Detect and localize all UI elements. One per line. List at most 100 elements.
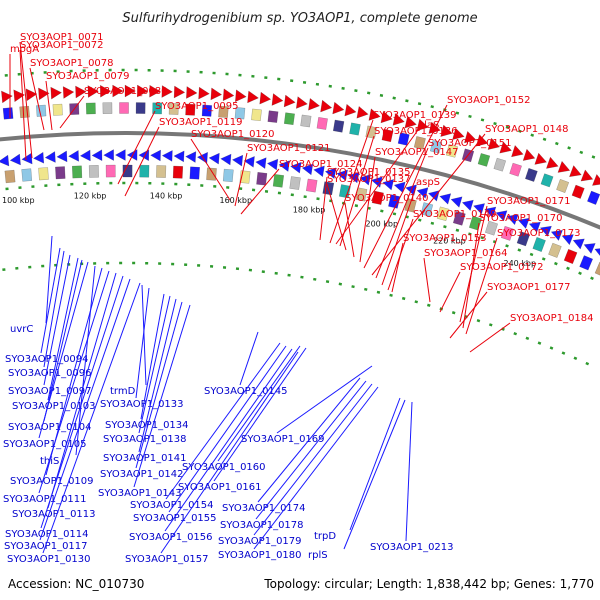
reverse-block-track-gene-13 — [189, 166, 200, 180]
reverse-arrow-track-gene-24 — [255, 157, 267, 169]
forward-gene-label: SYO3AOP1_0119 — [159, 117, 243, 128]
reverse-arrow-track-gene-46 — [506, 214, 519, 225]
forward-arrow-track-gene-18 — [210, 87, 222, 101]
forward-block-track-gene-33 — [525, 168, 538, 182]
reverse-arrow-track-gene-35 — [382, 179, 394, 191]
forward-label-connector — [363, 104, 448, 269]
map-title: Sulfurihydrogenibium sp. YO3AOP1, comple… — [122, 11, 477, 26]
forward-gene-label: alaS — [418, 120, 439, 131]
forward-arrow-track-gene-10 — [112, 84, 124, 98]
reverse-label-connector — [38, 261, 89, 439]
reverse-arrow-track-gene-50 — [551, 230, 563, 241]
forward-arrow-track-gene-41 — [487, 137, 500, 150]
outer-tick-ring — [0, 68, 600, 161]
forward-block-track-gene-16 — [251, 108, 262, 121]
forward-gene-label: SYO3AOP1_0140 — [345, 193, 429, 204]
reverse-block-track-gene-11 — [156, 165, 167, 178]
reverse-label-connector — [135, 287, 150, 399]
reverse-label-connector — [276, 365, 373, 434]
reverse-arrow-track-gene-43 — [473, 203, 485, 215]
forward-block-track-gene-31 — [493, 157, 506, 172]
forward-arrow-track-gene-37 — [440, 124, 453, 137]
reverse-label-connector — [138, 298, 177, 453]
reverse-gene-label: SYO3AOP1_0161 — [178, 482, 262, 493]
forward-label-connector — [344, 202, 355, 258]
forward-arrow-track-gene-49 — [580, 169, 594, 182]
reverse-gene-label: SYO3AOP1_0142 — [100, 469, 184, 480]
reverse-arrow-track-gene-21 — [220, 153, 232, 166]
forward-label-connector — [391, 242, 404, 293]
reverse-arrow-track-gene-20 — [208, 152, 220, 165]
forward-block-track-gene-21 — [333, 119, 345, 133]
forward-arrow-track-gene-31 — [368, 108, 381, 121]
reverse-gene-label: rplS — [308, 550, 328, 561]
forward-gene-label: SYO3AOP1_0095 — [155, 101, 239, 112]
reverse-block-track-gene-18 — [272, 174, 284, 188]
forward-block-track-gene-14 — [218, 105, 229, 118]
forward-arrow-track-gene-6 — [63, 86, 75, 99]
reverse-label-connector — [164, 348, 293, 532]
scale-tick-5: 180 kbp — [293, 206, 326, 215]
forward-label-connector — [339, 135, 375, 247]
forward-label-connector — [19, 49, 27, 161]
reverse-block-track-gene-20 — [306, 178, 318, 193]
reverse-arrow-track-gene-8 — [68, 150, 79, 162]
reverse-arrow-track-gene-51 — [562, 234, 574, 245]
reverse-label-connector — [349, 397, 401, 531]
forward-block-track-gene-6 — [86, 102, 96, 115]
forward-block-track-gene-15 — [234, 107, 246, 120]
reverse-block-track-gene-22 — [339, 184, 351, 199]
forward-block-track-gene-1 — [2, 107, 14, 120]
forward-label-connector — [381, 186, 417, 286]
reverse-label-connector — [45, 235, 53, 324]
reverse-arrow-track-gene-27 — [290, 162, 302, 174]
reverse-arrow-track-gene-10 — [91, 149, 103, 161]
forward-block-track-gene-36 — [571, 184, 585, 199]
forward-arrow-track-gene-2 — [13, 89, 25, 102]
reverse-gene-label: SYO3AOP1_0104 — [8, 422, 92, 433]
forward-gene-label: SYO3AOP1_0139 — [373, 110, 457, 121]
reverse-arrow-track-gene-12 — [115, 149, 126, 161]
forward-block-track-gene-34 — [540, 173, 554, 188]
reverse-block-track-gene-24 — [371, 190, 384, 205]
forward-block-track-gene-28 — [446, 144, 458, 158]
reverse-label-connector — [140, 293, 165, 420]
reverse-gene-label: SYO3AOP1_0156 — [129, 532, 213, 543]
forward-block-track-gene-27 — [430, 140, 442, 154]
forward-arrow-track-gene-40 — [476, 134, 489, 147]
reverse-block-track-gene-14 — [206, 167, 217, 181]
forward-gene-label: SYO3AOP1_0171 — [487, 196, 571, 207]
reverse-gene-label: SYO3AOP1_0143 — [98, 488, 182, 499]
forward-gene-label: SYO3AOP1_0071 — [20, 32, 104, 43]
reverse-block-track-gene-27 — [420, 202, 433, 217]
forward-arrow-track-gene-46 — [546, 156, 559, 169]
reverse-gene-label: SYO3AOP1_0157 — [125, 554, 209, 565]
reverse-block-track-gene-38 — [594, 261, 600, 276]
forward-label-connector — [45, 80, 53, 131]
reverse-block-track-gene-19 — [289, 176, 301, 190]
reverse-label-connector — [38, 270, 110, 494]
forward-block-track-gene-30 — [477, 153, 490, 167]
reverse-label-connector — [141, 284, 147, 386]
reverse-arrow-track-gene-5 — [33, 152, 44, 164]
reverse-block-track-gene-36 — [563, 249, 578, 264]
reverse-arrow-track-gene-48 — [529, 221, 541, 233]
forward-label-connector — [449, 291, 488, 339]
reverse-arrow-track-gene-44 — [484, 206, 497, 218]
reverse-arrow-track-gene-49 — [540, 225, 552, 237]
reverse-label-connector — [40, 275, 124, 529]
forward-label-connector — [371, 133, 486, 276]
forward-gene-label: SYO3AOP1_0072 — [20, 40, 104, 51]
forward-arrow-track-gene-17 — [198, 86, 210, 100]
forward-arrow-track-gene-30 — [356, 106, 369, 119]
forward-label-connector — [326, 183, 347, 251]
forward-block-track-gene-13 — [201, 104, 212, 117]
reverse-arrow-track-gene-36 — [394, 181, 406, 193]
reverse-arrow-track-gene-6 — [45, 151, 56, 163]
forward-arrow-track-gene-42 — [499, 141, 512, 154]
forward-arrow-track-gene-15 — [173, 85, 185, 99]
forward-block-track-gene-37 — [587, 190, 600, 205]
forward-label-connector — [465, 237, 498, 335]
